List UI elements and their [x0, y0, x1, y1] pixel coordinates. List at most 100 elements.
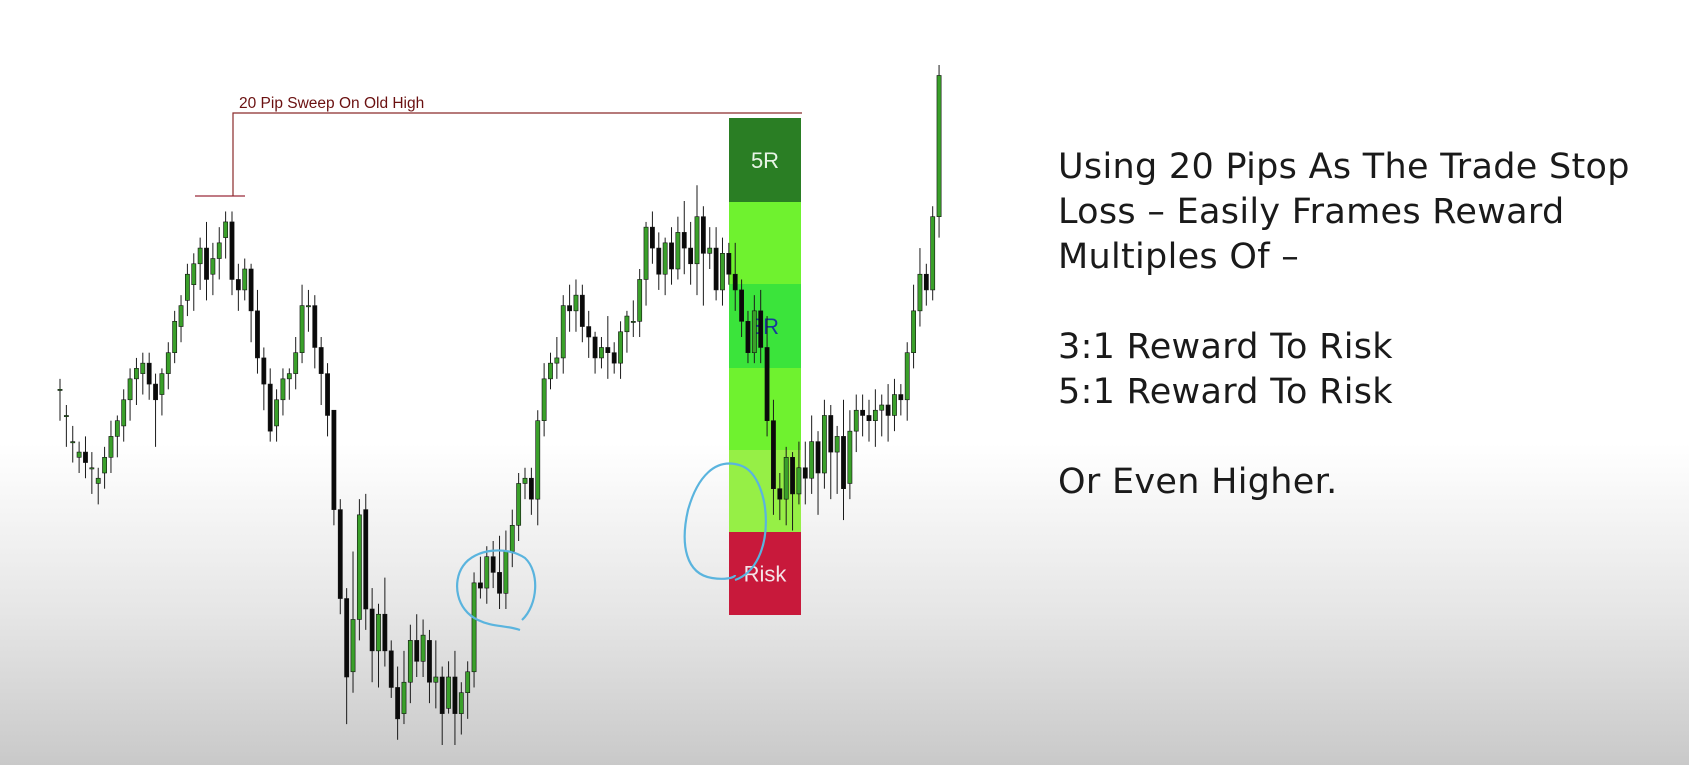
- candle: [796, 441, 802, 505]
- candle: [764, 316, 770, 437]
- bear-candle-body: [344, 598, 350, 678]
- bull-candle-body: [299, 305, 305, 353]
- candle: [911, 284, 916, 369]
- bull-candle-body: [102, 457, 107, 474]
- bull-candle-body: [618, 331, 623, 364]
- bull-candle-body: [484, 556, 490, 589]
- candle: [127, 368, 133, 421]
- bear-candle-body: [318, 347, 324, 374]
- bull-candle-body: [121, 399, 127, 427]
- candle: [255, 289, 260, 374]
- candle: [713, 227, 719, 301]
- bull-candle-body: [548, 362, 553, 380]
- candle: [790, 452, 795, 531]
- candle: [350, 551, 356, 693]
- sweep-annotation: 20 Pip Sweep On Old High: [239, 95, 424, 112]
- bull-candle-body: [796, 467, 802, 495]
- bear-candle-body: [567, 305, 572, 312]
- candle: [516, 473, 522, 541]
- note-line-3: Multiples Of –: [1058, 237, 1300, 277]
- bull-candle-body: [821, 415, 827, 474]
- bear-candle-body: [650, 226, 655, 249]
- candle: [509, 509, 515, 568]
- candle: [134, 357, 139, 405]
- candle: [146, 352, 152, 400]
- bull-candle-body: [280, 378, 286, 401]
- candles-layer: [57, 65, 942, 745]
- candle: [63, 405, 69, 447]
- bear-candle-body: [898, 394, 904, 401]
- bull-candle-body: [210, 258, 216, 275]
- candle: [624, 310, 630, 353]
- bull-candle-body: [599, 347, 604, 359]
- bear-candle-body: [841, 436, 846, 489]
- bull-candle-body: [834, 436, 840, 453]
- bull-candle-body: [458, 692, 464, 714]
- candle: [356, 499, 362, 641]
- note-line-5: 5:1 Reward To Risk: [1058, 372, 1393, 412]
- candle: [535, 410, 541, 526]
- candle: [427, 629, 432, 704]
- bear-candle-body: [611, 352, 617, 364]
- bull-candle-body: [522, 477, 528, 484]
- bear-candle-body: [382, 613, 388, 652]
- candle: [528, 467, 534, 515]
- bear-candle-body: [153, 383, 158, 401]
- candle: [401, 650, 407, 725]
- candle: [216, 227, 222, 280]
- candle: [573, 279, 579, 332]
- bull-candle-body: [637, 279, 643, 322]
- candle: [185, 263, 190, 317]
- bear-candle-body: [860, 409, 866, 416]
- candle: [681, 201, 687, 275]
- bear-candle-body: [248, 268, 254, 312]
- candle: [223, 211, 229, 259]
- bull-candle-body: [694, 216, 700, 265]
- candle: [821, 399, 827, 489]
- bull-candle-body: [446, 676, 451, 709]
- candle: [732, 242, 738, 311]
- bull-candle-body: [930, 216, 936, 291]
- candle: [337, 499, 343, 615]
- candle: [650, 211, 655, 264]
- candle: [458, 682, 464, 735]
- bear-candle-body: [337, 509, 343, 599]
- candle: [497, 535, 502, 609]
- candle: [318, 337, 324, 405]
- candle: [879, 394, 885, 437]
- bear-candle-body: [204, 247, 209, 280]
- candle: [433, 640, 439, 709]
- candle: [280, 368, 286, 416]
- candle: [344, 588, 350, 725]
- bull-candle-body: [643, 226, 649, 280]
- bear-candle-body: [146, 362, 152, 385]
- bull-candle-body: [293, 352, 299, 374]
- candle: [165, 342, 171, 390]
- candle: [618, 321, 623, 379]
- candle: [885, 384, 891, 442]
- candle: [325, 363, 330, 437]
- candle: [707, 227, 713, 269]
- bear-candle-body: [815, 441, 821, 474]
- bull-candle-body: [707, 247, 713, 254]
- candle: [286, 368, 292, 400]
- bear-candle-body: [427, 640, 432, 683]
- bull-candle-body: [516, 483, 522, 526]
- bear-candle-body: [478, 582, 483, 589]
- candle: [522, 467, 528, 500]
- candle: [140, 352, 146, 395]
- candle: [720, 237, 725, 306]
- bear-candle-body: [261, 357, 267, 385]
- bull-candle-body: [172, 321, 178, 353]
- bull-candle-body: [892, 394, 897, 416]
- bull-candle-body: [751, 310, 757, 353]
- candle: [76, 441, 82, 473]
- candle: [675, 216, 681, 280]
- candle: [726, 242, 732, 285]
- bull-candle-body: [165, 352, 171, 374]
- candle: [197, 237, 203, 290]
- bear-candle-body: [732, 273, 738, 291]
- bull-candle-body: [624, 315, 630, 333]
- candle: [777, 473, 783, 521]
